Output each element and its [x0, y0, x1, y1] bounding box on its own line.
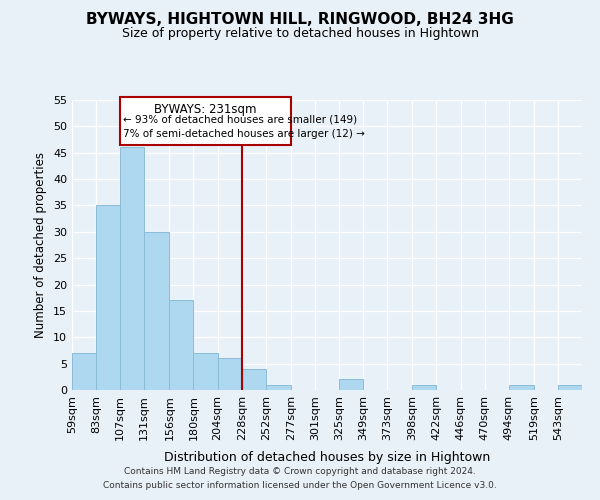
- Text: 7% of semi-detached houses are larger (12) →: 7% of semi-detached houses are larger (1…: [123, 129, 365, 139]
- Bar: [120, 148, 144, 390]
- Bar: [169, 300, 193, 390]
- Text: BYWAYS: 231sqm: BYWAYS: 231sqm: [154, 102, 257, 116]
- Bar: [218, 358, 242, 390]
- Bar: [509, 384, 534, 390]
- Bar: [266, 384, 291, 390]
- Bar: [558, 384, 582, 390]
- Text: Contains public sector information licensed under the Open Government Licence v3: Contains public sector information licen…: [103, 481, 497, 490]
- Y-axis label: Number of detached properties: Number of detached properties: [34, 152, 47, 338]
- Bar: [120, 98, 291, 145]
- Bar: [96, 206, 120, 390]
- Bar: [72, 353, 96, 390]
- Bar: [242, 369, 266, 390]
- Bar: [339, 380, 363, 390]
- Bar: [412, 384, 436, 390]
- Text: Size of property relative to detached houses in Hightown: Size of property relative to detached ho…: [121, 28, 479, 40]
- X-axis label: Distribution of detached houses by size in Hightown: Distribution of detached houses by size …: [164, 451, 490, 464]
- Text: Contains HM Land Registry data © Crown copyright and database right 2024.: Contains HM Land Registry data © Crown c…: [124, 467, 476, 476]
- Text: BYWAYS, HIGHTOWN HILL, RINGWOOD, BH24 3HG: BYWAYS, HIGHTOWN HILL, RINGWOOD, BH24 3H…: [86, 12, 514, 28]
- Bar: [193, 353, 218, 390]
- Bar: [144, 232, 169, 390]
- Text: ← 93% of detached houses are smaller (149): ← 93% of detached houses are smaller (14…: [123, 115, 358, 125]
